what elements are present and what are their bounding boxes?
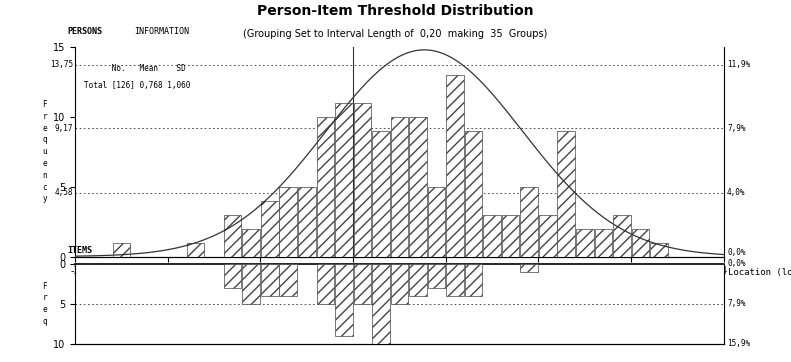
Text: (Grouping Set to Interval Length of  0,20  making  35  Groups): (Grouping Set to Interval Length of 0,20… <box>244 29 547 39</box>
Text: 15,9%: 15,9% <box>727 340 750 348</box>
Bar <box>576 228 593 257</box>
Bar <box>501 215 520 257</box>
Bar <box>298 187 316 257</box>
Text: 0,0%: 0,0% <box>727 259 745 268</box>
Bar <box>391 117 408 257</box>
Bar <box>354 103 371 257</box>
Bar <box>483 215 501 257</box>
Bar <box>391 264 408 304</box>
Text: INFORMATION: INFORMATION <box>134 27 190 36</box>
Bar <box>613 215 630 257</box>
Bar <box>261 201 278 257</box>
Text: 13,75: 13,75 <box>50 60 74 69</box>
Text: 9,17: 9,17 <box>55 124 74 133</box>
Bar <box>372 264 390 344</box>
Text: 4,58: 4,58 <box>55 188 74 197</box>
Bar <box>261 264 278 296</box>
Bar <box>446 264 464 296</box>
Bar <box>558 131 575 257</box>
Bar <box>372 131 390 257</box>
Bar <box>539 215 557 257</box>
Bar <box>446 75 464 257</box>
Bar <box>520 187 538 257</box>
Text: 4,0%: 4,0% <box>727 188 745 197</box>
Text: ITEMS: ITEMS <box>67 246 93 255</box>
Y-axis label: F
r
e
q
u
e
n
c
y: F r e q u e n c y <box>43 100 47 203</box>
Bar <box>279 187 297 257</box>
Bar <box>428 187 445 257</box>
Bar <box>354 264 371 304</box>
Y-axis label: F
r
e
q: F r e q <box>43 282 47 326</box>
Bar <box>112 243 131 257</box>
Text: Total [126] 0,768 1,060: Total [126] 0,768 1,060 <box>85 81 191 89</box>
Bar <box>520 264 538 272</box>
Text: 11,9%: 11,9% <box>727 60 750 69</box>
Bar <box>631 228 649 257</box>
Bar <box>242 264 260 304</box>
Text: 0,0%: 0,0% <box>727 248 745 257</box>
Bar <box>187 243 204 257</box>
Bar <box>224 264 241 288</box>
Bar <box>224 215 241 257</box>
Bar <box>409 117 427 257</box>
Bar <box>335 103 353 257</box>
Bar <box>242 228 260 257</box>
Bar <box>595 228 612 257</box>
Bar <box>316 117 334 257</box>
Bar <box>428 264 445 288</box>
Bar <box>279 264 297 296</box>
Bar <box>465 131 483 257</box>
Bar <box>409 264 427 296</box>
Text: PERSONS: PERSONS <box>67 27 102 36</box>
Text: Person-Item Threshold Distribution: Person-Item Threshold Distribution <box>257 4 534 18</box>
Text: 7,9%: 7,9% <box>727 124 745 133</box>
Text: 7,9%: 7,9% <box>727 299 745 308</box>
Text: No.   Mean    SD: No. Mean SD <box>85 64 186 73</box>
Bar <box>465 264 483 296</box>
Bar <box>335 264 353 336</box>
Bar <box>650 243 668 257</box>
Bar <box>316 264 334 304</box>
Text: Location (logits): Location (logits) <box>729 268 791 277</box>
